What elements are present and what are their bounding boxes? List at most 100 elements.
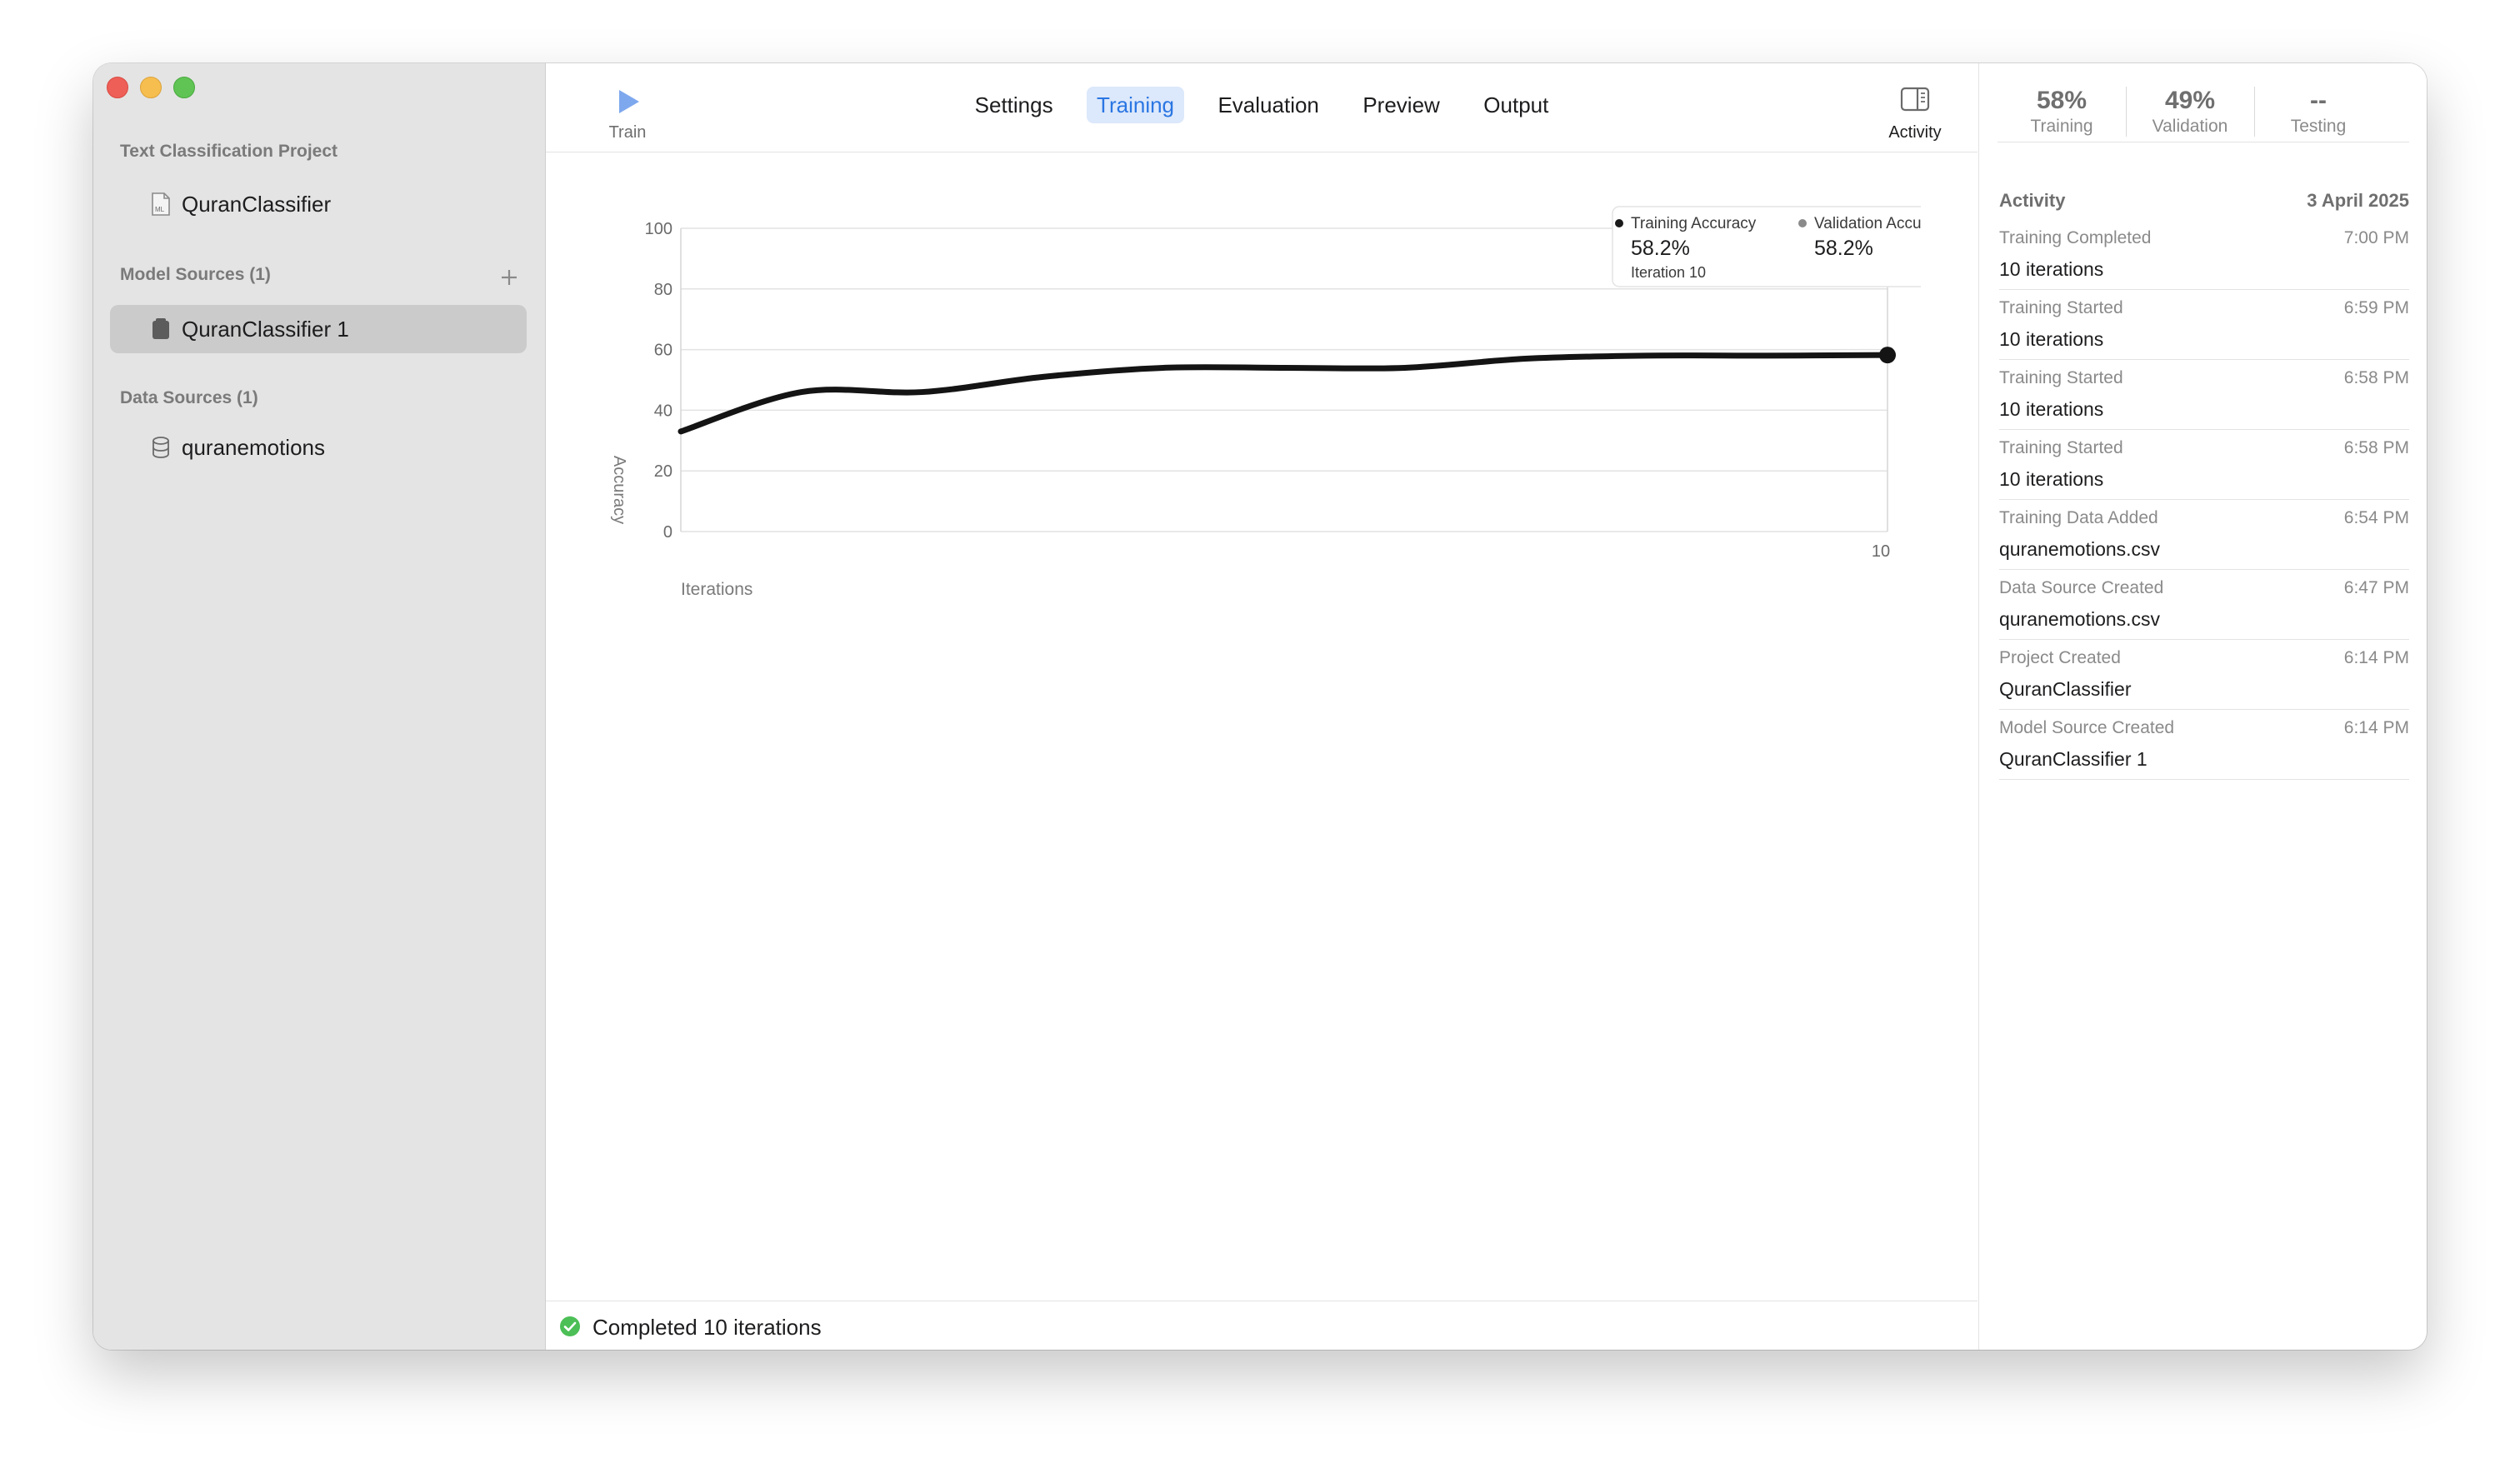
list-item[interactable]: Model Source Created 6:14 PM QuranClassifi… (1999, 710, 2409, 780)
activity-item-detail: 10 iterations (1999, 258, 2104, 280)
tab-settings[interactable]: Settings (974, 92, 1053, 117)
activity-header: Activity 3 April 2025 (1999, 190, 2409, 215)
activity-item-detail: QuranClassifier 1 (1999, 748, 2148, 770)
y-tick-label: 20 (654, 462, 672, 481)
sidebar-section-project: Text Classification Project (120, 142, 338, 161)
activity-item-time: 6:58 PM (2343, 438, 2409, 457)
play-icon (619, 90, 639, 113)
y-tick-label: 80 (654, 281, 672, 299)
legend-iteration-label: Iteration 10 (1631, 264, 1706, 281)
toolbar: Train Settings Training Evaluation Previ… (546, 63, 1978, 152)
activity-item-detail: 10 iterations (1999, 328, 2104, 350)
activity-date: 3 April 2025 (2307, 190, 2409, 211)
activity-title: Activity (1999, 190, 2066, 211)
activity-item-time: 6:47 PM (2343, 578, 2409, 597)
app-window: Text Classification Project ML QuranClas… (93, 63, 2427, 1350)
y-tick-label: 40 (654, 402, 672, 420)
chart-legend: Training Accuracy 58.2% Iteration 10 Val… (1612, 206, 1921, 287)
add-model-source-button[interactable] (500, 263, 518, 292)
y-tick-label: 60 (654, 342, 672, 360)
x-tick-label: 10 (1872, 542, 1890, 561)
activity-item-detail: quranemotions.csv (1999, 608, 2161, 630)
legend-validation-dot (1798, 219, 1807, 227)
y-axis-label: Accuracy (610, 456, 628, 524)
activity-item-title: Project Created (1999, 648, 2121, 667)
metric-value: 58% (2036, 87, 2088, 114)
legend-validation-label: Validation Accuracy (1814, 215, 1921, 232)
list-item[interactable]: Training Completed 7:00 PM 10 iterations (1999, 220, 2409, 290)
sidebar: Text Classification Project ML QuranClas… (93, 63, 546, 1350)
activity-item-detail: QuranClassifier (1999, 678, 2132, 700)
train-label: Train (608, 123, 647, 142)
activity-item-title: Training Started (1999, 298, 2123, 317)
tab-evaluation[interactable]: Evaluation (1218, 92, 1319, 117)
list-item[interactable]: Project Created 6:14 PM QuranClassifier (1999, 640, 2409, 710)
activity-item-time: 6:58 PM (2343, 368, 2409, 387)
legend-training-dot (1615, 219, 1623, 227)
sidebar-item-label: QuranClassifier (182, 192, 332, 217)
status-text: Completed 10 iterations (592, 1315, 822, 1340)
metric-label: Testing (2290, 117, 2347, 136)
activity-toggle-button[interactable]: Activity (1878, 83, 1952, 145)
legend-validation-value: 58.2% (1814, 237, 1873, 260)
legend-training-label: Training Accuracy (1631, 215, 1757, 232)
database-icon (152, 437, 169, 458)
activity-item-time: 6:14 PM (2343, 718, 2409, 737)
sidebar-section-data-sources: Data Sources (1) (120, 388, 258, 407)
tab-preview[interactable]: Preview (1362, 92, 1440, 117)
chart-series (678, 347, 1896, 435)
activity-item-title: Training Completed (1999, 228, 2152, 247)
activity-item-title: Training Data Added (1999, 508, 2158, 527)
list-item[interactable]: Training Started 6:58 PM 10 iterations (1999, 430, 2409, 500)
sidebar-item-model-source[interactable]: QuranClassifier 1 (110, 305, 527, 353)
list-item[interactable]: Training Data Added 6:54 PM quranemotions.… (1999, 500, 2409, 570)
status-bar: Completed 10 iterations (546, 1301, 1978, 1350)
sidebar-item-label: QuranClassifier 1 (182, 317, 349, 342)
activity-item-time: 7:00 PM (2343, 228, 2409, 247)
sidebar-item-data-source[interactable]: quranemotions (110, 423, 527, 472)
legend-box (1612, 206, 1921, 287)
activity-item-title: Model Source Created (1999, 718, 2175, 737)
activity-item-time: 6:14 PM (2343, 648, 2409, 667)
legend-training-value: 58.2% (1631, 237, 1690, 260)
activity-item-detail: 10 iterations (1999, 398, 2104, 420)
activity-list: Training Completed 7:00 PM 10 iterations Tr… (1999, 220, 2409, 780)
y-tick-label: 100 (645, 220, 672, 238)
minimize-window-button[interactable] (140, 77, 162, 98)
metric-label: Training (2030, 117, 2093, 136)
activity-item-time: 6:59 PM (2343, 298, 2409, 317)
metric-value: 49% (2164, 87, 2216, 114)
y-tick-label: 0 (663, 523, 672, 542)
svg-text:ML: ML (155, 206, 165, 213)
sidebar-item-label: quranemotions (182, 435, 325, 460)
metric-validation: 49% Validation (2126, 87, 2255, 137)
list-item[interactable]: Training Started 6:59 PM 10 iterations (1999, 290, 2409, 360)
metric-label: Validation (2152, 117, 2228, 136)
tab-output[interactable]: Output (1483, 92, 1549, 117)
train-button[interactable]: Train (602, 85, 652, 145)
sidebar-section-model-sources: Model Sources (1) (120, 265, 271, 284)
sidebar-item-project[interactable]: ML QuranClassifier (110, 180, 527, 228)
list-item[interactable]: Data Source Created 6:47 PM quranemotions.… (1999, 570, 2409, 640)
ml-document-icon: ML (152, 192, 170, 216)
main-area: Train Settings Training Evaluation Previ… (546, 63, 1978, 1350)
x-axis-ticks: 10 (1872, 542, 1890, 561)
tab-bar: Settings Training Evaluation Preview Out… (546, 87, 1978, 125)
x-axis-label: Iterations (681, 580, 752, 599)
training-accuracy-line (678, 352, 1891, 435)
checkmark-circle-icon (560, 1316, 580, 1336)
activity-item-title: Training Started (1999, 438, 2123, 457)
model-cube-icon (152, 318, 169, 339)
accuracy-chart: 0 20 40 60 80 100 10 Accuracy Iterations Trai… (610, 206, 1921, 599)
tab-training[interactable]: Training (1087, 87, 1185, 123)
list-item[interactable]: Training Started 6:58 PM 10 iterations (1999, 360, 2409, 430)
zoom-window-button[interactable] (173, 77, 195, 98)
plus-icon (502, 270, 517, 285)
sidebar-right-icon (1900, 87, 1930, 112)
chart-grid: 0 20 40 60 80 100 (645, 220, 1888, 542)
activity-item-detail: 10 iterations (1999, 468, 2104, 490)
activity-item-title: Training Started (1999, 368, 2123, 387)
activity-item-title: Data Source Created (1999, 578, 2164, 597)
metrics-summary: 58% Training 49% Validation -- Testing (1998, 87, 2409, 142)
close-window-button[interactable] (107, 77, 128, 98)
